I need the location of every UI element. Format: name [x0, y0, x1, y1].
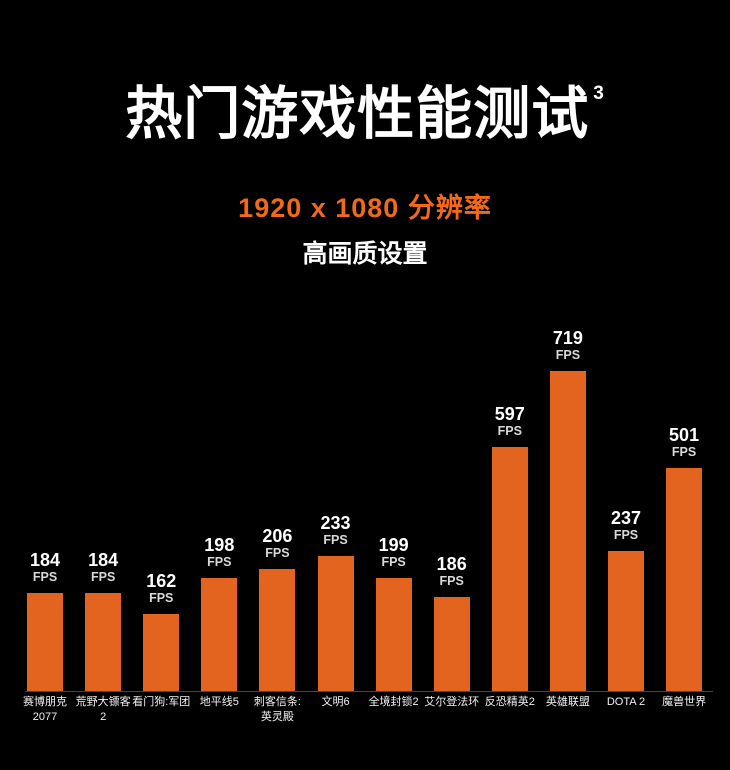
- chart-bar: [607, 551, 644, 691]
- chart-column: 501 FPS: [655, 426, 713, 691]
- header: 热门游戏性能测试 3 1920 x 1080 分辨率 高画质设置: [0, 0, 730, 270]
- chart-column: 237 FPS: [597, 509, 655, 691]
- chart-column: 184 FPS: [16, 551, 74, 691]
- category-label: 地平线5: [199, 696, 239, 708]
- bar-value-unit: FPS: [555, 348, 581, 363]
- chart-column: 186 FPS: [423, 555, 481, 691]
- bars-area: 184 FPS 184 FPS 162 FPS 198 FPS 206 FPS 233 FPS 199 F…: [16, 326, 714, 691]
- bar-value: 719: [552, 328, 583, 349]
- footnote-marker: 3: [593, 83, 605, 104]
- chart-bar: [27, 593, 64, 691]
- bar-value-label: 162 FPS: [146, 572, 176, 607]
- bar-value: 186: [436, 554, 467, 575]
- bar-value-label: 237 FPS: [611, 509, 641, 544]
- bar-value: 199: [378, 535, 409, 556]
- bar-value: 237: [610, 508, 641, 529]
- bar-value-unit: FPS: [671, 445, 697, 460]
- chart-bar: [259, 569, 296, 691]
- fps-bar-chart: 184 FPS 184 FPS 162 FPS 198 FPS 206 FPS 233 FPS 199 F…: [16, 326, 714, 725]
- category-label: 艾尔登法环: [424, 696, 480, 708]
- chart-bar: [549, 371, 586, 691]
- category-label: 文明6: [321, 696, 350, 708]
- chart-column: 199 FPS: [365, 536, 423, 691]
- chart-column: 184 FPS: [74, 551, 132, 691]
- page-title-text: 热门游戏性能测试: [125, 82, 590, 146]
- bar-value-unit: FPS: [90, 570, 116, 585]
- bar-value-label: 233 FPS: [320, 514, 350, 549]
- bar-value: 198: [204, 535, 235, 556]
- chart-column: 233 FPS: [306, 514, 364, 691]
- bar-value-label: 184 FPS: [30, 551, 60, 586]
- bar-value-unit: FPS: [149, 591, 174, 606]
- bar-value-label: 719 FPS: [553, 329, 583, 364]
- bar-value-unit: FPS: [613, 528, 639, 543]
- chart-bar: [666, 468, 703, 691]
- category-label: 英雄联盟: [545, 696, 590, 708]
- bar-value-unit: FPS: [207, 555, 232, 570]
- category-label: DOTA 2: [606, 696, 646, 708]
- chart-bar: [317, 556, 354, 691]
- category-label: 刺客信条: 英灵殿: [253, 696, 301, 723]
- category-label: 反恐精英2: [484, 696, 535, 708]
- chart-bar: [433, 597, 470, 691]
- bar-value: 162: [146, 571, 177, 592]
- bar-value-unit: FPS: [497, 424, 522, 439]
- bar-value-label: 186 FPS: [437, 555, 467, 590]
- bar-value-unit: FPS: [439, 574, 464, 589]
- bar-value-unit: FPS: [32, 570, 58, 585]
- chart-bar: [143, 614, 180, 691]
- chart-bar: [491, 447, 528, 691]
- category-label: 全境封锁2: [368, 696, 419, 708]
- bar-value: 233: [320, 513, 351, 534]
- chart-column: 597 FPS: [481, 405, 539, 691]
- chart-column: 206 FPS: [248, 527, 306, 691]
- bar-value-label: 501 FPS: [669, 426, 699, 461]
- category-labels-row: 赛博朋克 2077 荒野大镖客2 看门狗:军团 地平线5 刺客信条: 英灵殿 文明6 全境封…: [16, 695, 714, 725]
- bar-value: 184: [88, 550, 119, 571]
- subtitle-quality: 高画质设置: [302, 239, 428, 268]
- bar-value-unit: FPS: [381, 555, 406, 570]
- bar-value-label: 597 FPS: [495, 405, 525, 440]
- subtitle-resolution: 1920 x 1080 分辨率: [238, 192, 492, 223]
- bar-value: 597: [494, 404, 525, 425]
- bar-value-unit: FPS: [265, 546, 290, 561]
- bar-value-label: 198 FPS: [204, 536, 234, 571]
- chart-column: 162 FPS: [132, 572, 190, 691]
- page-title: 热门游戏性能测试 3: [0, 82, 730, 146]
- chart-bar: [201, 578, 238, 691]
- bar-value: 206: [262, 526, 293, 547]
- bar-value-unit: FPS: [323, 533, 348, 548]
- bar-value: 501: [669, 425, 700, 446]
- bar-value-label: 184 FPS: [88, 551, 118, 586]
- chart-bar: [85, 593, 122, 691]
- x-axis-line: [25, 691, 713, 692]
- chart-column: 719 FPS: [539, 329, 597, 691]
- category-label: 荒野大镖客2: [75, 696, 131, 723]
- bar-value: 184: [30, 550, 61, 571]
- chart-column: 198 FPS: [190, 536, 248, 691]
- chart-bar: [375, 578, 412, 691]
- category-label: 看门狗:军团: [132, 696, 191, 708]
- bar-value-label: 206 FPS: [262, 527, 292, 562]
- bar-value-label: 199 FPS: [379, 536, 409, 571]
- category-label: 魔兽世界: [662, 696, 707, 708]
- category-label: 赛博朋克 2077: [23, 696, 68, 723]
